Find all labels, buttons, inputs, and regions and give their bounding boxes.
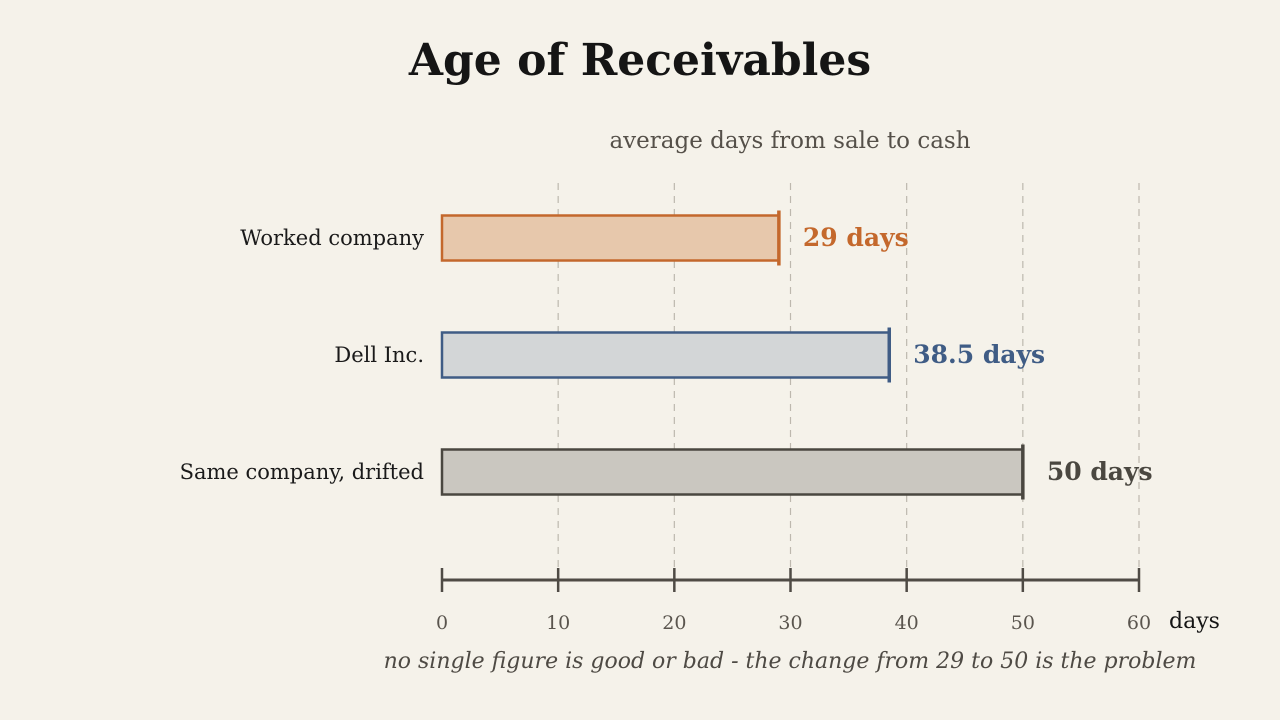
x-tick-label-10: 10 bbox=[546, 612, 570, 634]
bar-2 bbox=[440, 448, 1025, 496]
x-axis-label: days bbox=[1169, 609, 1220, 634]
category-label-0: Worked company bbox=[240, 226, 424, 250]
value-label-2: 50 days bbox=[1047, 457, 1153, 486]
chart-subtitle: average days from sale to cash bbox=[609, 128, 970, 154]
x-tick-label-30: 30 bbox=[778, 612, 802, 634]
x-axis: 0 10 20 30 40 50 60 bbox=[436, 568, 1151, 634]
category-label-1: Dell Inc. bbox=[334, 343, 424, 367]
x-tick-label-60: 60 bbox=[1127, 612, 1151, 634]
bar-0 bbox=[440, 214, 781, 262]
bar-1 bbox=[440, 331, 891, 379]
value-label-0: 29 days bbox=[803, 223, 909, 252]
x-tick-label-50: 50 bbox=[1011, 612, 1035, 634]
category-label-2: Same company, drifted bbox=[180, 460, 424, 484]
x-tick-label-20: 20 bbox=[662, 612, 686, 634]
chart-annotation: no single figure is good or bad - the ch… bbox=[384, 649, 1197, 674]
x-tick-label-40: 40 bbox=[895, 612, 919, 634]
x-tick-label-0: 0 bbox=[436, 612, 448, 634]
bars: Worked company 29 days Dell Inc. 38.5 days S… bbox=[180, 210, 1153, 500]
value-label-1: 38.5 days bbox=[913, 340, 1045, 369]
chart-title: Age of Receivables bbox=[408, 35, 871, 86]
